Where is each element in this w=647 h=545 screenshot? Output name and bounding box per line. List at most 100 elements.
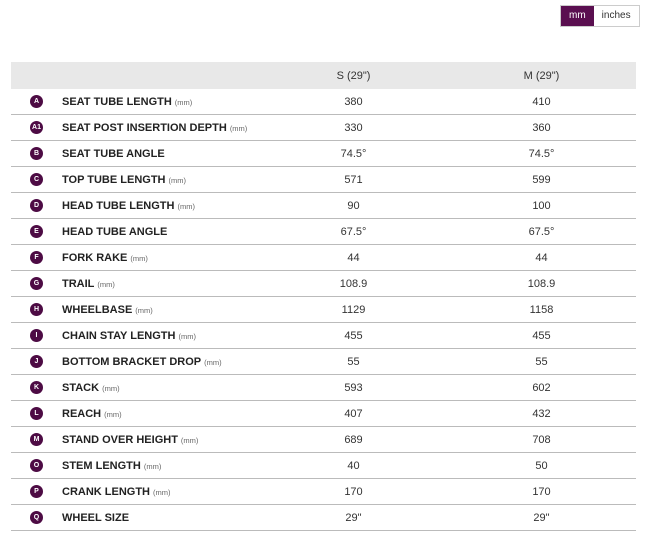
label-cell: HEAD TUBE ANGLE <box>62 218 260 245</box>
label-cell: TOP TUBE LENGTH (mm) <box>62 166 260 193</box>
label-cell: REACH (mm) <box>62 400 260 427</box>
value-cell: 67.5° <box>447 218 636 245</box>
badge-cell: H <box>11 296 62 323</box>
value-cell: 108.9 <box>447 270 636 297</box>
label: BOTTOM BRACKET DROP <box>62 355 202 368</box>
unit: (mm) <box>229 123 248 133</box>
value-cell: 708 <box>447 426 636 453</box>
badge: H <box>30 303 43 316</box>
label: STACK <box>62 381 100 394</box>
unit: (mm) <box>97 279 115 289</box>
value-cell: 455 <box>447 322 636 349</box>
value-cell: 50 <box>447 452 636 479</box>
value-cell: 100 <box>447 192 636 219</box>
table-row: E HEAD TUBE ANGLE 67.5° 67.5° <box>11 218 636 245</box>
badge: B <box>30 147 43 160</box>
table-row: L REACH (mm) 407 432 <box>11 400 636 427</box>
unit-option[interactable]: inches <box>593 6 639 26</box>
unit: (mm) <box>130 253 148 263</box>
value-cell: 74.5° <box>447 140 636 167</box>
unit: (mm) <box>102 383 120 393</box>
unit: (mm) <box>168 175 187 185</box>
value-cell: 29" <box>260 504 447 531</box>
label: TRAIL <box>62 277 95 290</box>
label: SEAT TUBE ANGLE <box>62 147 165 160</box>
value-cell: 455 <box>260 322 447 349</box>
label: REACH <box>62 407 102 420</box>
badge: A1 <box>30 121 43 134</box>
badge-cell: A1 <box>11 114 62 141</box>
badge-cell: D <box>11 192 62 219</box>
label-cell: FORK RAKE (mm) <box>62 244 260 271</box>
label-cell: SEAT TUBE LENGTH (mm) <box>62 89 260 115</box>
unit: (mm) <box>180 435 199 445</box>
value-cell: 593 <box>260 374 447 401</box>
label-cell: WHEELBASE (mm) <box>62 296 260 323</box>
label: SEAT TUBE LENGTH <box>62 95 172 108</box>
column-header: M (29") <box>447 62 636 89</box>
badge-cell: I <box>11 322 62 349</box>
value-cell: 29" <box>447 504 636 531</box>
table-row: F FORK RAKE (mm) 44 44 <box>11 244 636 271</box>
value-cell: 380 <box>260 89 447 115</box>
badge: O <box>30 459 43 472</box>
value-cell: 55 <box>260 348 447 375</box>
value-cell: 170 <box>260 478 447 505</box>
table-row: Q WHEEL SIZE 29" 29" <box>11 504 636 531</box>
table-row: G TRAIL (mm) 108.9 108.9 <box>11 270 636 297</box>
value-cell: 74.5° <box>260 140 447 167</box>
badge-cell: C <box>11 166 62 193</box>
unit-option[interactable]: mm <box>561 6 594 26</box>
value-cell: 330 <box>260 114 447 141</box>
badge-cell: J <box>11 348 62 375</box>
unit: (mm) <box>104 409 122 419</box>
label: HEAD TUBE LENGTH <box>62 199 175 212</box>
badge: C <box>30 173 43 186</box>
unit: (mm) <box>204 357 222 367</box>
header-cell <box>11 62 62 89</box>
column-header: S (29") <box>260 62 447 89</box>
unit: (mm) <box>143 461 162 471</box>
badge: E <box>30 225 43 238</box>
unit: (mm) <box>153 487 171 497</box>
badge: G <box>30 277 43 290</box>
badge: A <box>30 95 43 108</box>
badge: F <box>30 251 43 264</box>
unit: (mm) <box>178 331 196 341</box>
table-row: J BOTTOM BRACKET DROP (mm) 55 55 <box>11 348 636 375</box>
label: STEM LENGTH <box>62 459 141 472</box>
label-cell: WHEEL SIZE <box>62 504 260 531</box>
label: WHEEL SIZE <box>62 511 130 524</box>
header-row: S (29") M (29") <box>11 62 636 89</box>
table-row: H WHEELBASE (mm) 1129 1158 <box>11 296 636 323</box>
badge: I <box>30 329 43 342</box>
label-cell: BOTTOM BRACKET DROP (mm) <box>62 348 260 375</box>
badge: L <box>30 407 43 420</box>
value-cell: 40 <box>260 452 447 479</box>
badge: D <box>30 199 43 212</box>
badge: M <box>30 433 43 446</box>
badge: Q <box>30 511 43 524</box>
table-row: O STEM LENGTH (mm) 40 50 <box>11 452 636 479</box>
label-cell: STACK (mm) <box>62 374 260 401</box>
badge: P <box>30 485 43 498</box>
badge-cell: L <box>11 400 62 427</box>
header-cell <box>62 62 260 89</box>
value-cell: 360 <box>447 114 636 141</box>
badge-cell: K <box>11 374 62 401</box>
value-cell: 599 <box>447 166 636 193</box>
table-row: I CHAIN STAY LENGTH (mm) 455 455 <box>11 322 636 349</box>
value-cell: 55 <box>447 348 636 375</box>
value-cell: 410 <box>447 89 636 115</box>
badge-cell: E <box>11 218 62 245</box>
value-cell: 602 <box>447 374 636 401</box>
badge-cell: M <box>11 426 62 453</box>
label-cell: CHAIN STAY LENGTH (mm) <box>62 322 260 349</box>
table-row: C TOP TUBE LENGTH (mm) 571 599 <box>11 166 636 193</box>
label-cell: SEAT POST INSERTION DEPTH (mm) <box>62 114 260 141</box>
value-cell: 170 <box>447 478 636 505</box>
badge-cell: A <box>11 89 62 115</box>
value-cell: 44 <box>447 244 636 271</box>
label: TOP TUBE LENGTH <box>62 173 166 186</box>
